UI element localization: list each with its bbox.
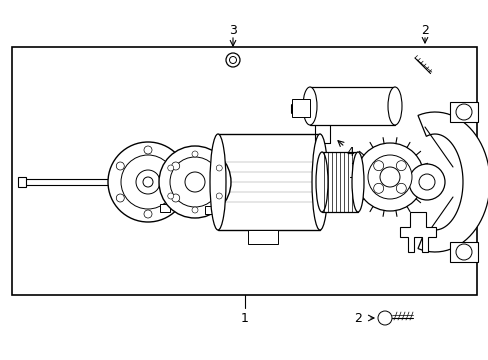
Circle shape <box>143 210 152 218</box>
Circle shape <box>216 193 222 199</box>
Bar <box>321 152 357 212</box>
Text: 3: 3 <box>228 23 237 36</box>
Text: 4: 4 <box>346 145 353 158</box>
Ellipse shape <box>303 87 316 125</box>
Circle shape <box>418 174 434 190</box>
Ellipse shape <box>311 134 327 230</box>
Circle shape <box>171 162 180 170</box>
Polygon shape <box>204 206 217 214</box>
Ellipse shape <box>315 152 327 212</box>
Circle shape <box>455 104 471 120</box>
Bar <box>449 242 477 262</box>
Bar <box>291 99 309 117</box>
Text: 2: 2 <box>420 23 428 36</box>
Circle shape <box>395 161 406 171</box>
Bar <box>247 230 278 244</box>
Circle shape <box>379 167 399 187</box>
Circle shape <box>121 155 175 209</box>
Circle shape <box>229 57 236 63</box>
Circle shape <box>455 244 471 260</box>
Bar <box>18 177 26 187</box>
Circle shape <box>171 194 180 202</box>
Circle shape <box>192 207 198 213</box>
Circle shape <box>184 172 204 192</box>
Circle shape <box>116 194 124 202</box>
Bar <box>309 87 394 125</box>
Ellipse shape <box>387 87 401 125</box>
Circle shape <box>136 170 160 194</box>
Circle shape <box>408 164 444 200</box>
Bar <box>12 47 476 295</box>
Ellipse shape <box>209 134 225 230</box>
Circle shape <box>367 155 411 199</box>
Circle shape <box>142 177 153 187</box>
Circle shape <box>192 151 198 157</box>
Circle shape <box>373 161 383 171</box>
Text: 1: 1 <box>241 311 248 324</box>
Circle shape <box>377 311 391 325</box>
Bar <box>449 102 477 122</box>
Circle shape <box>355 143 423 211</box>
Circle shape <box>167 193 173 199</box>
Circle shape <box>373 183 383 193</box>
Circle shape <box>216 165 222 171</box>
Polygon shape <box>399 212 435 252</box>
Circle shape <box>395 183 406 193</box>
Circle shape <box>225 53 240 67</box>
Circle shape <box>108 142 187 222</box>
Circle shape <box>143 146 152 154</box>
Circle shape <box>116 162 124 170</box>
Circle shape <box>159 146 230 218</box>
Circle shape <box>167 165 173 171</box>
Bar <box>218 134 319 230</box>
Ellipse shape <box>351 152 363 212</box>
Text: 2: 2 <box>353 311 361 324</box>
Circle shape <box>170 157 220 207</box>
Polygon shape <box>417 112 488 252</box>
Polygon shape <box>160 204 170 212</box>
